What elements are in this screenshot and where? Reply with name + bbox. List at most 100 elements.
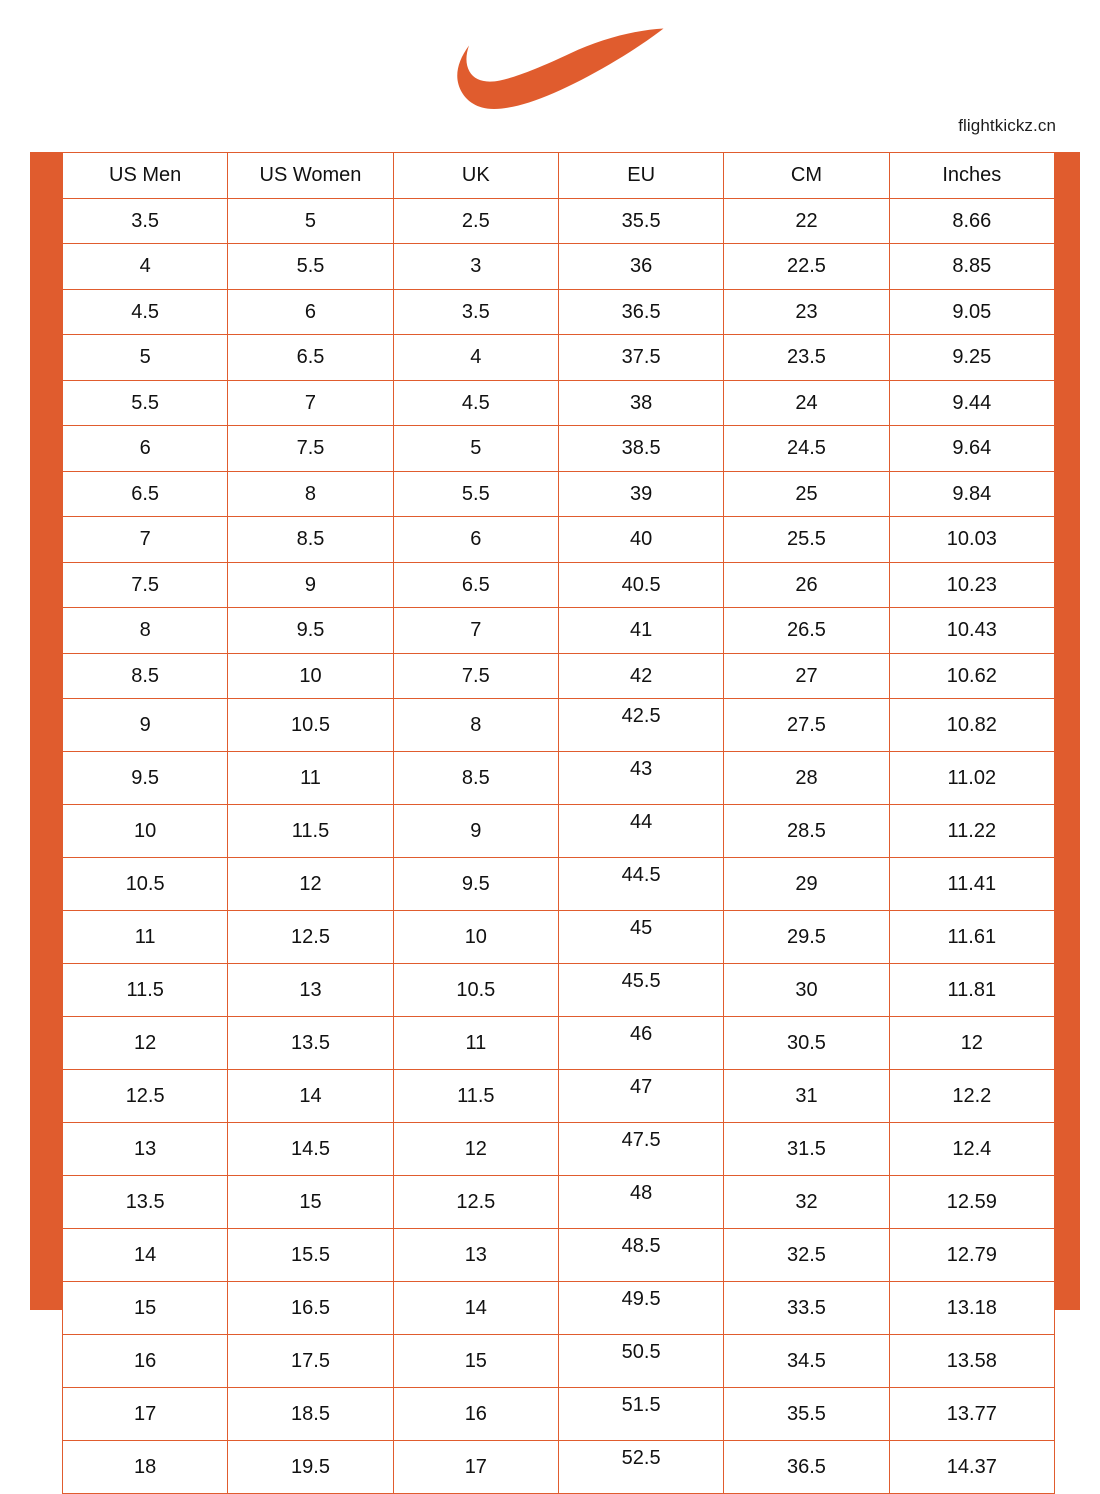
cell-eu: 43 — [557, 751, 725, 805]
cell-inches: 9.84 — [888, 470, 1056, 517]
cell-cm: 26.5 — [723, 607, 890, 654]
cell-eu: 45.5 — [557, 963, 725, 1017]
cell-cm: 23 — [723, 288, 890, 335]
table-row: 16 17.5 15 50.5 34.5 13.58 — [61, 1334, 1056, 1388]
cell-us-women: 12 — [227, 857, 394, 911]
cell-eu: 48.5 — [557, 1228, 725, 1282]
cell-us-women: 14 — [227, 1069, 394, 1123]
cell-uk: 9 — [392, 804, 559, 858]
column-header-cm: CM — [723, 152, 890, 199]
table-row: 9 10.5 8 42.5 27.5 10.82 — [61, 698, 1056, 752]
cell-eu: 37.5 — [557, 334, 725, 381]
cell-inches: 11.61 — [888, 910, 1056, 964]
cell-us-women: 15.5 — [227, 1228, 394, 1282]
size-conversion-table: US Men US Women UK EU CM Inches 3.5 5 2.5 35.5 22… — [61, 152, 1056, 1494]
cell-us-men: 10 — [61, 804, 229, 858]
cell-us-women: 9 — [227, 561, 394, 608]
cell-us-men: 3.5 — [61, 197, 229, 244]
chart-header: flightkickz.cn — [0, 0, 1100, 152]
cell-us-men: 4 — [61, 243, 229, 290]
cell-us-men: 4.5 — [61, 288, 229, 335]
cell-eu: 40.5 — [557, 561, 725, 608]
cell-inches: 11.22 — [888, 804, 1056, 858]
table-row: 17 18.5 16 51.5 35.5 13.77 — [61, 1387, 1056, 1441]
cell-uk: 8 — [392, 698, 559, 752]
cell-eu: 35.5 — [557, 197, 725, 244]
cell-cm: 29 — [723, 857, 890, 911]
cell-inches: 12.59 — [888, 1175, 1056, 1229]
cell-eu: 50.5 — [557, 1334, 725, 1388]
cell-inches: 8.66 — [888, 197, 1056, 244]
cell-uk: 14 — [392, 1281, 559, 1335]
cell-uk: 9.5 — [392, 857, 559, 911]
cell-inches: 8.85 — [888, 243, 1056, 290]
table-header-row: US Men US Women UK EU CM Inches — [61, 152, 1056, 199]
cell-inches: 10.23 — [888, 561, 1056, 608]
cell-eu: 44 — [557, 804, 725, 858]
table-row: 14 15.5 13 48.5 32.5 12.79 — [61, 1228, 1056, 1282]
cell-eu: 39 — [557, 470, 725, 517]
cell-uk: 8.5 — [392, 751, 559, 805]
cell-uk: 15 — [392, 1334, 559, 1388]
cell-inches: 10.43 — [888, 607, 1056, 654]
cell-inches: 11.81 — [888, 963, 1056, 1017]
cell-eu: 42 — [557, 652, 725, 699]
cell-us-women: 5 — [227, 197, 394, 244]
column-header-us-women: US Women — [227, 152, 394, 199]
cell-us-men: 18 — [61, 1440, 229, 1494]
cell-cm: 25 — [723, 470, 890, 517]
cell-us-women: 13.5 — [227, 1016, 394, 1070]
cell-us-women: 7 — [227, 379, 394, 426]
cell-cm: 29.5 — [723, 910, 890, 964]
cell-cm: 22.5 — [723, 243, 890, 290]
cell-us-men: 7 — [61, 516, 229, 563]
cell-uk: 12 — [392, 1122, 559, 1176]
cell-cm: 32 — [723, 1175, 890, 1229]
cell-us-women: 9.5 — [227, 607, 394, 654]
cell-uk: 10 — [392, 910, 559, 964]
cell-uk: 6 — [392, 516, 559, 563]
cell-us-women: 7.5 — [227, 425, 394, 472]
table-row: 7 8.5 6 40 25.5 10.03 — [61, 516, 1056, 563]
table-row: 6.5 8 5.5 39 25 9.84 — [61, 470, 1056, 517]
cell-cm: 22 — [723, 197, 890, 244]
cell-uk: 6.5 — [392, 561, 559, 608]
column-header-inches: Inches — [888, 152, 1056, 199]
cell-eu: 45 — [557, 910, 725, 964]
cell-us-women: 19.5 — [227, 1440, 394, 1494]
cell-us-women: 18.5 — [227, 1387, 394, 1441]
watermark-text: flightkickz.cn — [958, 116, 1056, 135]
cell-cm: 31 — [723, 1069, 890, 1123]
cell-inches: 12.79 — [888, 1228, 1056, 1282]
cell-eu: 46 — [557, 1016, 725, 1070]
cell-us-women: 8.5 — [227, 516, 394, 563]
cell-uk: 10.5 — [392, 963, 559, 1017]
table-row: 8.5 10 7.5 42 27 10.62 — [61, 652, 1056, 699]
cell-cm: 35.5 — [723, 1387, 890, 1441]
cell-uk: 11 — [392, 1016, 559, 1070]
cell-eu: 47.5 — [557, 1122, 725, 1176]
cell-cm: 28 — [723, 751, 890, 805]
cell-us-women: 13 — [227, 963, 394, 1017]
cell-eu: 36 — [557, 243, 725, 290]
cell-us-women: 5.5 — [227, 243, 394, 290]
cell-us-men: 6.5 — [61, 470, 229, 517]
cell-us-men: 11 — [61, 910, 229, 964]
cell-us-men: 11.5 — [61, 963, 229, 1017]
cell-us-men: 6 — [61, 425, 229, 472]
cell-inches: 13.77 — [888, 1387, 1056, 1441]
cell-uk: 7.5 — [392, 652, 559, 699]
cell-us-men: 9 — [61, 698, 229, 752]
cell-cm: 30.5 — [723, 1016, 890, 1070]
cell-eu: 42.5 — [557, 698, 725, 752]
cell-us-women: 12.5 — [227, 910, 394, 964]
table-row: 3.5 5 2.5 35.5 22 8.66 — [61, 197, 1056, 244]
column-header-us-men: US Men — [61, 152, 229, 199]
cell-us-men: 16 — [61, 1334, 229, 1388]
cell-inches: 12.2 — [888, 1069, 1056, 1123]
cell-inches: 12.4 — [888, 1122, 1056, 1176]
cell-us-women: 6.5 — [227, 334, 394, 381]
cell-eu: 48 — [557, 1175, 725, 1229]
table-row: 13.5 15 12.5 48 32 12.59 — [61, 1175, 1056, 1229]
cell-uk: 4.5 — [392, 379, 559, 426]
